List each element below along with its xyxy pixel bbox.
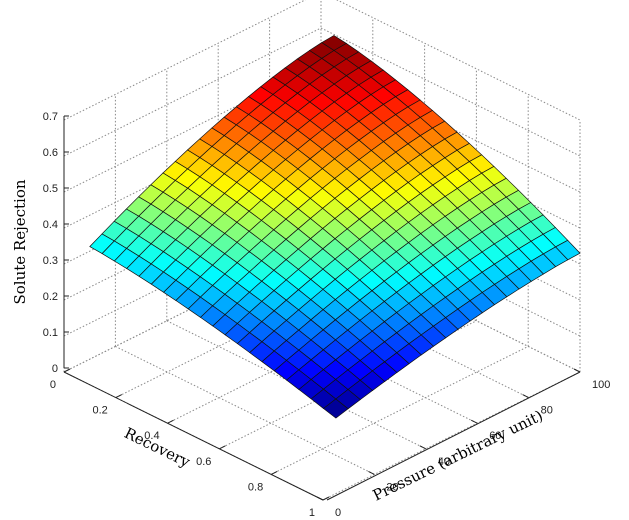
x-tick-label: 0.2 <box>93 405 108 417</box>
x-tick-label: 0 <box>50 379 56 391</box>
z-tick-label: 0.1 <box>43 327 58 339</box>
z-tick-label: 0.7 <box>43 111 58 123</box>
y-tick-label: 0 <box>335 507 341 519</box>
z-axis-label: Solute Rejection <box>11 179 29 304</box>
y-tick-label: 80 <box>541 405 553 417</box>
surface-patch <box>322 398 349 419</box>
tick-labels: 0 0.1 0.2 0.3 0.4 0.5 0.6 0.7 0 0.2 0.4 0.6 0.8 1 0 20 4… <box>43 111 611 519</box>
y-axis-label: Pressure (arbitrary unit) <box>370 406 546 504</box>
z-tick-label: 0.2 <box>43 291 58 303</box>
x-tick-label: 0.4 <box>144 430 159 442</box>
z-tick-label: 0.5 <box>43 183 58 195</box>
z-tick-label: 0.3 <box>43 255 58 267</box>
z-tick-label: 0.6 <box>43 147 58 159</box>
y-tick-label: 20 <box>386 481 398 493</box>
y-tick-label: 100 <box>592 379 610 391</box>
x-tick-label: 0.6 <box>196 456 211 468</box>
x-tick-label: 0.8 <box>248 481 263 493</box>
y-tick-label: 40 <box>438 456 450 468</box>
x-tick-label: 1 <box>309 507 315 519</box>
z-tick-label: 0.4 <box>43 219 58 231</box>
axis-lines <box>63 115 581 501</box>
surface-mesh <box>89 35 581 419</box>
y-tick-label: 60 <box>489 430 501 442</box>
z-tick-label: 0 <box>52 363 58 375</box>
